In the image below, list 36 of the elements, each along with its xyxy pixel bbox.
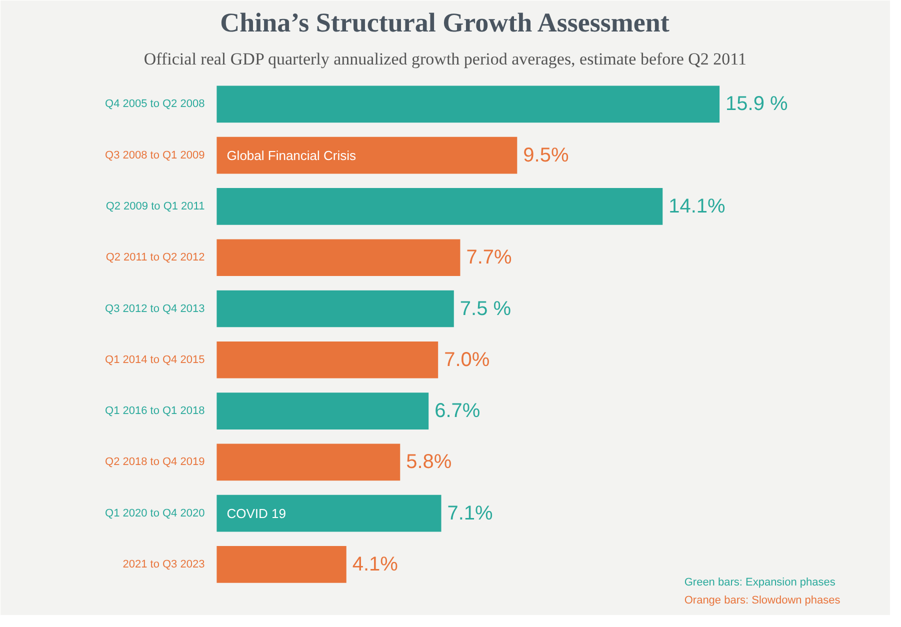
bar	[216, 239, 460, 276]
bar	[216, 546, 346, 583]
chart-subtitle: Official real GDP quarterly annualized growth period averages, estimate before Q2 2011	[144, 50, 747, 68]
annotation: Green bars: Expansion phases	[684, 576, 836, 588]
y-tick-label: Q2 2009 to Q1 2011	[106, 200, 205, 212]
bar	[216, 136, 518, 174]
y-tick-label: Q2 2018 to Q4 2019	[105, 456, 205, 468]
y-tick-label: Q1 2020 to Q4 2020	[105, 507, 205, 520]
chart-title: China’s Structural Growth Assessment	[220, 8, 670, 38]
bar	[216, 392, 429, 430]
bar	[216, 188, 663, 225]
bar	[216, 494, 442, 532]
data-label: 7.5 %	[460, 298, 512, 320]
data-label: 9.5%	[523, 144, 569, 166]
y-tick-label: Q3 2012 to Q4 2013	[105, 302, 205, 315]
data-label: 5.8%	[406, 451, 452, 474]
data-label: 7.1%	[447, 502, 494, 524]
bar	[216, 341, 438, 378]
text: Orange bars: Slowdown phases	[684, 594, 841, 606]
y-tick-label: Q1 2016 to Q1 2018	[105, 405, 205, 418]
y-tick-label: Q4 2005 to Q2 2008	[105, 98, 205, 110]
data-label: 15.9 %	[726, 93, 788, 116]
annotation: Global Financial Crisis	[226, 148, 357, 163]
y-tick-label: Q1 2014 to Q4 2015	[105, 354, 205, 366]
bar	[216, 444, 400, 481]
data-label: 7.0%	[444, 348, 490, 371]
data-label: 14.1%	[668, 195, 726, 218]
data-label: 6.7%	[434, 400, 480, 422]
bar	[216, 290, 454, 328]
y-tick-label: Q2 2011 to Q2 2012	[106, 252, 205, 264]
y-tick-label: 2021 to Q3 2023	[122, 558, 205, 570]
data-label: 7.7%	[466, 246, 512, 269]
y-tick-label: Q3 2008 to Q1 2009	[105, 149, 205, 162]
data-label: 4.1%	[352, 553, 398, 576]
annotation: COVID 19	[226, 506, 286, 521]
bar	[216, 86, 720, 123]
